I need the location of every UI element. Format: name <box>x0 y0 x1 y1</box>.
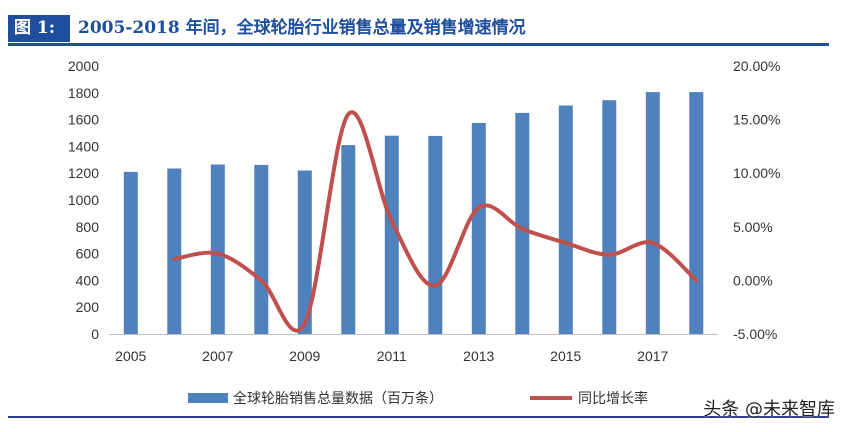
x-tick-label: 2011 <box>377 348 407 364</box>
y-left-tick-label: 200 <box>76 299 100 315</box>
y-left-tick-label: 2000 <box>68 58 99 74</box>
legend-bar-label: 全球轮胎销售总量数据（百万条） <box>233 390 443 407</box>
bar-2009 <box>297 170 312 334</box>
bar-2015 <box>558 105 573 334</box>
y-left-tick-label: 400 <box>76 272 100 288</box>
figure-title: 2005-2018 年间，全球轮胎行业销售总量及销售增速情况 <box>78 18 526 38</box>
y-left-tick-label: 600 <box>76 246 100 262</box>
bar-2011 <box>384 135 399 334</box>
y-left-tick-label: 1000 <box>68 192 99 208</box>
x-tick-label: 2017 <box>637 348 668 364</box>
bar-2008 <box>254 164 269 334</box>
watermark: 头条 @未来智库 <box>703 399 835 420</box>
footer-rule <box>8 416 829 418</box>
figure-label: 图 1: <box>8 15 70 42</box>
bar-2007 <box>210 164 225 334</box>
y-right-tick-label: -5.00% <box>733 326 777 342</box>
bar-2014 <box>515 112 530 335</box>
x-tick-label: 2015 <box>550 348 581 364</box>
bar-2013 <box>471 123 486 334</box>
y-left-tick-label: 1200 <box>68 165 99 181</box>
bar-2006 <box>167 168 182 334</box>
bar-2005 <box>123 171 138 334</box>
y-left-tick-label: 1600 <box>68 112 99 128</box>
bar-2012 <box>428 135 443 334</box>
y-right-tick-label: 0.00% <box>733 272 773 288</box>
x-tick-label: 2009 <box>289 348 320 364</box>
bar-2017 <box>645 92 660 334</box>
x-tick-label: 2013 <box>463 348 494 364</box>
x-tick-label: 2007 <box>202 348 233 364</box>
y-right-tick-label: 20.00% <box>733 58 780 74</box>
y-right-tick-label: 10.00% <box>733 165 780 181</box>
x-tick-label: 2005 <box>115 348 146 364</box>
legend-bar-swatch <box>188 393 228 403</box>
y-left-tick-label: 800 <box>76 219 100 235</box>
bar-2010 <box>341 145 356 334</box>
figure-header: 图 1: 2005-2018 年间，全球轮胎行业销售总量及销售增速情况 <box>0 0 847 46</box>
y-left-tick-label: 0 <box>91 326 99 342</box>
bar-2016 <box>602 100 617 334</box>
bar-2018 <box>689 92 704 334</box>
y-right-tick-label: 5.00% <box>733 219 773 235</box>
y-right-tick-label: 15.00% <box>733 112 780 128</box>
header-rule <box>8 43 829 46</box>
legend-line-label: 同比增长率 <box>578 390 648 407</box>
y-left-tick-label: 1800 <box>68 85 99 101</box>
series-line-growth-rate <box>172 110 699 333</box>
y-left-tick-label: 1400 <box>68 138 99 154</box>
